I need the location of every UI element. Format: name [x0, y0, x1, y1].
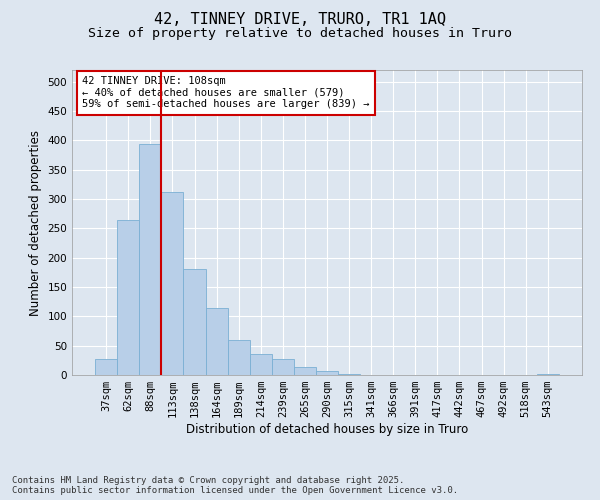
Text: Size of property relative to detached houses in Truro: Size of property relative to detached ho…	[88, 28, 512, 40]
Bar	[272, 359, 294, 375]
Bar	[338, 374, 360, 375]
Bar	[294, 367, 316, 375]
Bar	[537, 374, 559, 375]
Y-axis label: Number of detached properties: Number of detached properties	[29, 130, 42, 316]
Text: 42 TINNEY DRIVE: 108sqm
← 40% of detached houses are smaller (579)
59% of semi-d: 42 TINNEY DRIVE: 108sqm ← 40% of detache…	[82, 76, 370, 110]
Bar	[95, 358, 117, 375]
Text: 42, TINNEY DRIVE, TRURO, TR1 1AQ: 42, TINNEY DRIVE, TRURO, TR1 1AQ	[154, 12, 446, 28]
Bar	[250, 354, 272, 375]
Bar	[316, 371, 338, 375]
Bar	[139, 144, 161, 375]
Bar	[184, 269, 206, 375]
Text: Contains HM Land Registry data © Crown copyright and database right 2025.
Contai: Contains HM Land Registry data © Crown c…	[12, 476, 458, 495]
X-axis label: Distribution of detached houses by size in Truro: Distribution of detached houses by size …	[186, 423, 468, 436]
Bar	[161, 192, 184, 375]
Bar	[206, 308, 227, 375]
Bar	[227, 340, 250, 375]
Bar	[117, 220, 139, 375]
